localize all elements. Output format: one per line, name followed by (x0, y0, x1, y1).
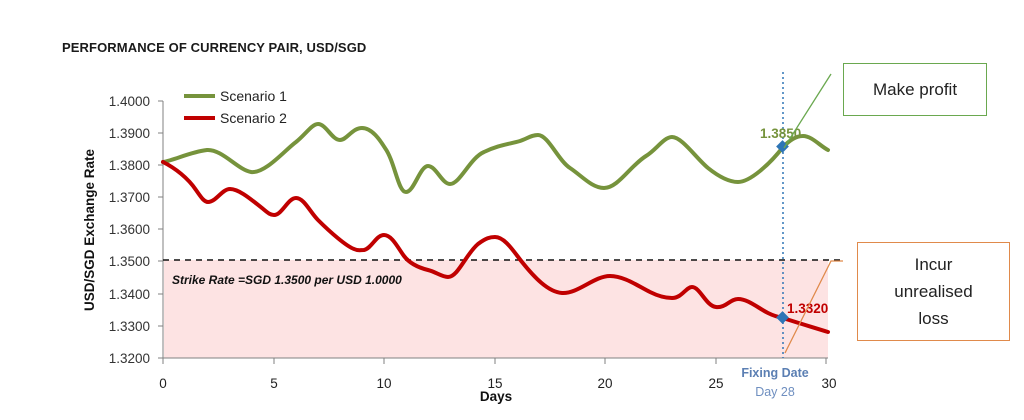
unrealised-loss-callout: Incur unrealised loss (857, 242, 1010, 341)
loss-text-line-3: loss (918, 309, 949, 328)
y-tick: 1.4000 (109, 94, 150, 109)
x-tick: 0 (159, 376, 167, 391)
loss-text-line-2: unrealised (894, 282, 973, 301)
loss-callout-leader (784, 260, 843, 354)
loss-text-line-1: Incur (914, 255, 953, 274)
x-axis-label: Days (480, 389, 512, 404)
legend: Scenario 1 Scenario 2 (184, 88, 287, 126)
scenario-1-line (161, 122, 830, 194)
fixing-date-label: Fixing Date (741, 366, 808, 380)
y-tick: 1.3900 (109, 126, 150, 141)
y-tick-labels: 1.4000 1.3900 1.3800 1.3700 1.3600 1.350… (109, 94, 150, 366)
y-axis-label: USD/SGD Exchange Rate (82, 148, 97, 311)
scenario-1-value-label: 1.3850 (760, 126, 801, 141)
x-tick-labels: 0 5 10 15 20 25 30 (159, 376, 836, 391)
x-tick: 5 (270, 376, 278, 391)
y-axis (158, 100, 164, 359)
scenario-2-line (161, 160, 830, 334)
profit-callout-leader (783, 73, 832, 149)
strike-rate-label: Strike Rate =SGD 1.3500 per USD 1.0000 (172, 273, 402, 287)
y-tick: 1.3600 (109, 222, 150, 237)
y-tick: 1.3800 (109, 158, 150, 173)
chart-title: PERFORMANCE OF CURRENCY PAIR, USD/SGD (62, 40, 367, 55)
legend-label-scenario-2: Scenario 2 (220, 110, 287, 126)
y-tick: 1.3300 (109, 319, 150, 334)
x-tick: 15 (487, 376, 502, 391)
legend-label-scenario-1: Scenario 1 (220, 88, 287, 104)
x-tick: 20 (597, 376, 612, 391)
x-tick: 10 (376, 376, 391, 391)
x-tick: 30 (821, 376, 836, 391)
make-profit-text: Make profit (872, 80, 958, 99)
y-tick: 1.3200 (109, 351, 150, 366)
y-tick: 1.3500 (109, 254, 150, 269)
x-tick: 25 (708, 376, 723, 391)
x-axis (162, 357, 828, 364)
make-profit-callout: Make profit (843, 63, 987, 116)
y-tick: 1.3700 (109, 190, 150, 205)
y-tick: 1.3400 (109, 287, 150, 302)
fixing-day-label: Day 28 (755, 385, 795, 399)
